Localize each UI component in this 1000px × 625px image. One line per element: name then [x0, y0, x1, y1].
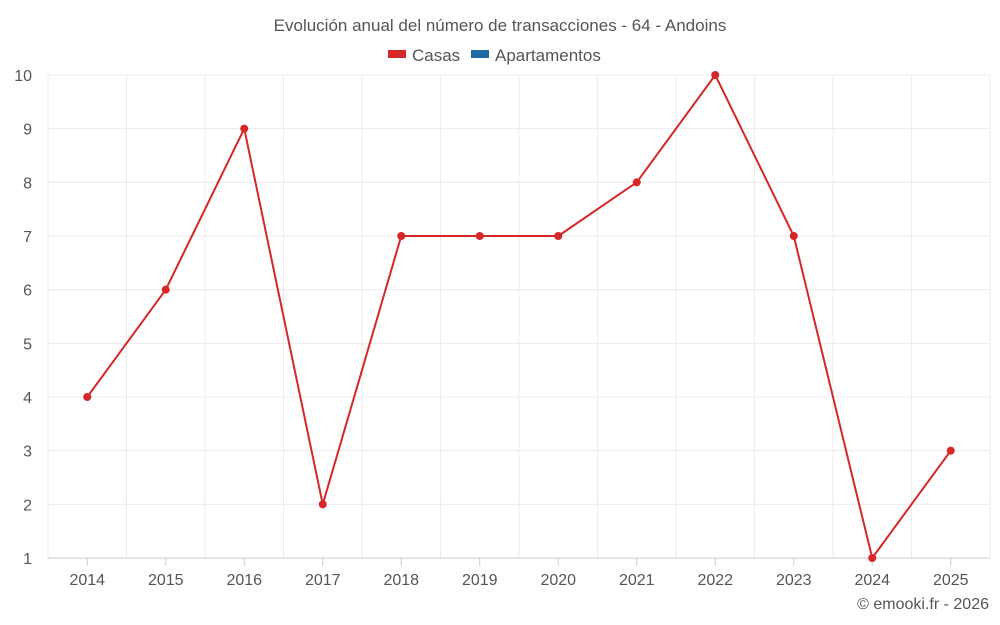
y-tick-label: 1: [23, 551, 32, 568]
x-tick-label: 2018: [383, 572, 419, 589]
legend-label-casas[interactable]: Casas: [412, 46, 460, 65]
y-tick-label: 8: [23, 175, 32, 192]
data-point[interactable]: [789, 232, 798, 240]
data-point[interactable]: [868, 554, 877, 562]
y-tick-label: 7: [23, 229, 32, 246]
series-line-casas: [86, 74, 952, 559]
x-tick-label: 2023: [776, 572, 812, 589]
data-point[interactable]: [632, 178, 641, 187]
y-tick-label: 4: [23, 390, 32, 407]
y-tick-label: 5: [23, 336, 32, 353]
y-tick-label: 9: [23, 122, 32, 139]
data-point[interactable]: [475, 232, 484, 240]
legend-swatch-apartamentos[interactable]: [471, 50, 489, 58]
y-tick-label: 6: [23, 283, 32, 300]
x-tick-label: 2019: [462, 572, 498, 589]
data-point[interactable]: [318, 500, 327, 509]
credit-text: © emooki.fr - 2026: [857, 596, 989, 613]
series-casas: [83, 71, 955, 562]
x-tick-label: 2014: [69, 572, 105, 589]
data-point[interactable]: [711, 71, 720, 79]
x-tick-label: 2021: [619, 572, 655, 589]
chart-title: Evolución anual del número de transaccio…: [274, 16, 727, 35]
x-tick-label: 2015: [148, 572, 184, 589]
x-tick-label: 2022: [697, 572, 733, 589]
data-point[interactable]: [240, 124, 249, 133]
legend[interactable]: Casas Apartamentos: [388, 46, 601, 65]
y-axis-ticks: 1 2 3 4 5 6 7 8 9 10: [14, 68, 32, 568]
data-point[interactable]: [397, 232, 406, 240]
y-tick-label: 3: [23, 444, 32, 461]
data-point[interactable]: [83, 393, 92, 401]
y-tick-label: 10: [14, 68, 32, 85]
x-tick-label: 2017: [305, 572, 341, 589]
data-point[interactable]: [554, 232, 563, 240]
x-tick-label: 2020: [540, 572, 576, 589]
x-tick-label: 2025: [933, 572, 969, 589]
legend-swatch-casas[interactable]: [388, 50, 406, 58]
gridlines: [47, 74, 991, 559]
legend-label-apartamentos[interactable]: Apartamentos: [495, 46, 601, 65]
x-axis-ticks: 2014 2015 2016 2017 2018 2019 2020 2021 2022 2023…: [69, 558, 969, 589]
y-tick-label: 2: [23, 497, 32, 514]
data-point[interactable]: [946, 446, 955, 455]
data-point[interactable]: [161, 285, 170, 294]
x-tick-label: 2016: [226, 572, 262, 589]
x-tick-label: 2024: [854, 572, 890, 589]
